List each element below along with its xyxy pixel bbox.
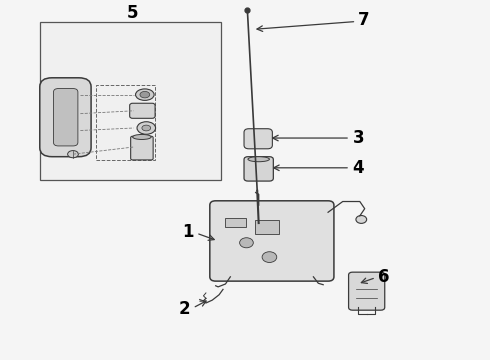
Text: 1: 1 [182,223,194,241]
Ellipse shape [142,125,151,131]
Ellipse shape [356,216,367,224]
FancyBboxPatch shape [348,272,385,310]
Ellipse shape [68,150,78,158]
Text: 3: 3 [352,129,364,147]
FancyBboxPatch shape [130,103,155,118]
FancyBboxPatch shape [131,136,153,160]
Bar [40,22,220,180]
FancyBboxPatch shape [210,201,334,281]
Ellipse shape [140,91,150,98]
Text: 7: 7 [357,12,369,30]
Text: 4: 4 [352,159,364,177]
FancyBboxPatch shape [244,129,272,149]
FancyBboxPatch shape [40,78,91,157]
Text: 2: 2 [179,300,190,318]
FancyBboxPatch shape [53,89,78,146]
Ellipse shape [133,134,151,139]
Bar [96,85,155,160]
FancyBboxPatch shape [244,157,273,181]
Bar [225,218,246,226]
Ellipse shape [262,252,277,262]
Text: 6: 6 [378,268,390,286]
Ellipse shape [240,238,253,248]
Ellipse shape [248,157,270,162]
Bar [255,220,279,234]
Ellipse shape [137,122,156,134]
Text: 5: 5 [127,4,138,22]
Ellipse shape [136,89,154,100]
